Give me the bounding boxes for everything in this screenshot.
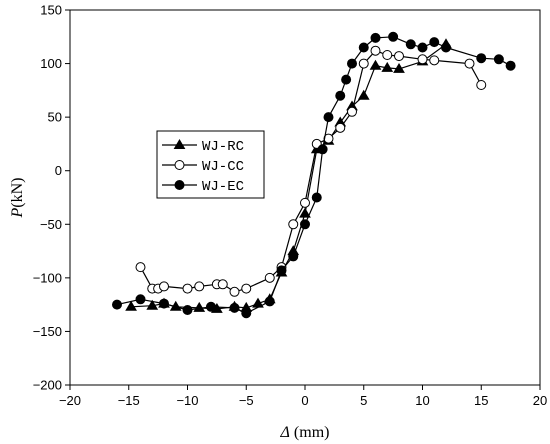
data-point-wj-cc — [300, 197, 310, 208]
y-tick-label: 50 — [48, 110, 62, 125]
data-point-wj-ec — [335, 90, 346, 101]
data-point-wj-ec — [505, 60, 516, 71]
data-point-wj-cc — [182, 283, 193, 294]
data-point-wj-ec — [241, 308, 252, 319]
data-point-wj-ec — [311, 192, 322, 203]
data-point-wj-ec — [441, 42, 451, 53]
x-axis-unit: (mm) — [294, 424, 330, 441]
y-tick-label: 0 — [55, 163, 62, 178]
axis-ticks: −20 −15 −10 −5 0 5 10 15 20−200−150−100−50050100… — [33, 3, 548, 409]
data-point-wj-rc — [125, 300, 137, 311]
series-wj-cc — [135, 45, 487, 297]
y-axis-symbol: P — [9, 208, 26, 219]
data-point-wj-ec — [370, 32, 381, 43]
data-point-wj-cc — [135, 262, 146, 273]
legend-marker-wj-rc — [173, 139, 186, 149]
y-axis-unit: (kN) — [9, 178, 26, 208]
legend-label-wj-ec: WJ-EC — [202, 179, 244, 195]
data-point-wj-ec — [159, 298, 169, 309]
data-point-wj-cc — [241, 283, 252, 294]
data-point-wj-ec — [229, 302, 240, 313]
data-point-wj-cc — [464, 58, 475, 69]
y-tick-label: 150 — [40, 3, 62, 18]
data-point-wj-ec — [206, 301, 216, 312]
data-point-wj-rc — [381, 61, 394, 72]
x-axis-title: Δ (mm) — [280, 424, 330, 441]
data-point-wj-ec — [417, 42, 428, 53]
data-point-wj-rc — [393, 62, 405, 73]
data-point-wj-cc — [429, 55, 440, 66]
legend-marker-wj-cc — [174, 160, 185, 170]
data-point-wj-ec — [300, 219, 310, 230]
x-axis-symbol: Δ — [280, 424, 290, 441]
legend-marker-wj-ec — [174, 180, 185, 190]
x-tick-label: 0 — [301, 393, 308, 408]
x-tick-label: 15 — [474, 393, 488, 408]
data-point-wj-cc — [394, 51, 404, 62]
data-point-wj-ec — [276, 265, 287, 276]
legend-entry-wj-rc: WJ-RC — [162, 139, 244, 155]
y-tick-label: −100 — [33, 270, 62, 285]
data-point-wj-cc — [358, 58, 369, 69]
x-tick-label: −20 — [59, 393, 81, 408]
legend: WJ-RC WJ-CC WJ-EC — [156, 130, 265, 199]
data-point-wj-cc — [417, 54, 428, 65]
data-point-wj-ec — [323, 112, 334, 123]
data-point-wj-ec — [476, 53, 487, 64]
data-point-wj-rc — [369, 59, 382, 70]
data-point-wj-rc — [299, 207, 311, 218]
x-tick-label: −10 — [176, 393, 198, 408]
data-point-wj-cc — [194, 281, 205, 292]
data-point-wj-ec — [264, 296, 275, 307]
data-point-wj-ec — [493, 54, 504, 65]
x-tick-label: −5 — [239, 393, 254, 408]
data-point-wj-ec — [288, 251, 299, 262]
legend-entry-wj-cc: WJ-CC — [162, 159, 244, 175]
data-point-wj-cc — [335, 122, 346, 133]
data-point-wj-rc — [146, 299, 159, 310]
data-point-wj-ec — [429, 37, 440, 48]
data-point-wj-cc — [370, 45, 381, 56]
y-tick-label: −200 — [33, 378, 62, 393]
data-point-wj-ec — [135, 294, 146, 305]
series-layer — [112, 31, 516, 319]
data-point-wj-cc — [229, 286, 240, 297]
data-point-wj-ec — [341, 74, 352, 85]
data-point-wj-cc — [382, 50, 393, 60]
data-point-wj-ec — [405, 39, 416, 50]
x-tick-label: 10 — [415, 393, 429, 408]
data-point-wj-ec — [182, 305, 193, 315]
x-tick-label: 20 — [533, 393, 547, 408]
data-point-wj-ec — [317, 144, 328, 155]
data-point-wj-rc — [357, 89, 370, 100]
data-point-wj-ec — [347, 58, 357, 69]
data-point-wj-cc — [217, 279, 228, 290]
data-point-wj-ec — [358, 42, 369, 53]
series-wj-ec — [112, 31, 516, 319]
y-tick-label: −50 — [40, 217, 62, 232]
x-tick-label: 5 — [360, 393, 367, 408]
y-tick-label: 100 — [40, 56, 62, 71]
data-point-wj-ec — [388, 31, 399, 42]
data-point-wj-cc — [347, 106, 357, 117]
x-tick-label: −15 — [118, 393, 140, 408]
y-tick-label: −150 — [33, 324, 62, 339]
legend-label-wj-cc: WJ-CC — [202, 159, 244, 175]
data-point-wj-ec — [112, 299, 122, 310]
data-point-wj-cc — [476, 80, 487, 90]
data-point-wj-cc — [264, 272, 275, 283]
data-point-wj-cc — [159, 281, 169, 292]
data-point-wj-cc — [288, 219, 299, 230]
y-axis-title: P(kN) — [9, 178, 26, 219]
legend-entry-wj-ec: WJ-EC — [162, 179, 244, 195]
legend-label-wj-rc: WJ-RC — [202, 139, 244, 155]
